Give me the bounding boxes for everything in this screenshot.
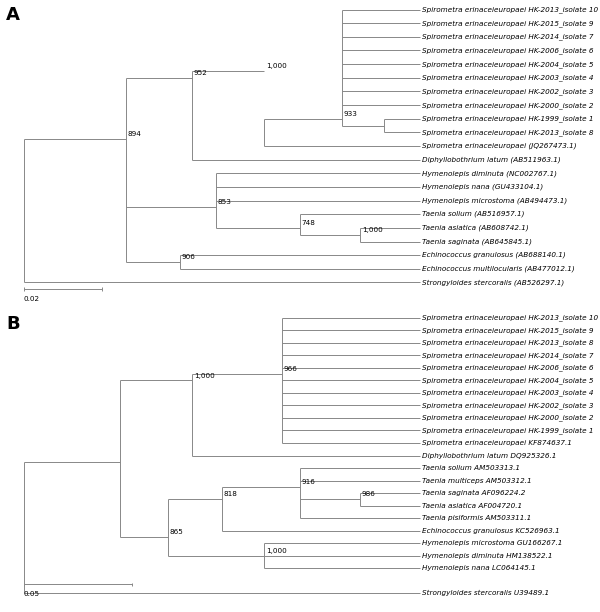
Text: Taenia solium AM503313.1: Taenia solium AM503313.1: [422, 465, 520, 471]
Text: 865: 865: [170, 529, 184, 535]
Text: Spirometra erinaceieuropaei HK-2006_isolate 6: Spirometra erinaceieuropaei HK-2006_isol…: [422, 365, 593, 371]
Text: 986: 986: [362, 491, 376, 498]
Text: Echinococcus multilocularis (AB477012.1): Echinococcus multilocularis (AB477012.1): [422, 266, 575, 272]
Text: Taenia saginata (AB645845.1): Taenia saginata (AB645845.1): [422, 238, 532, 245]
Text: 1,000: 1,000: [194, 373, 215, 379]
Text: Taenia saginata AF096224.2: Taenia saginata AF096224.2: [422, 490, 525, 496]
Text: A: A: [6, 6, 20, 24]
Text: Taenia asiatica AF004720.1: Taenia asiatica AF004720.1: [422, 502, 522, 509]
Text: 966: 966: [284, 366, 298, 372]
Text: Echinococcus granulosus KC526963.1: Echinococcus granulosus KC526963.1: [422, 528, 559, 534]
Text: Hymenolepis diminuta (NC002767.1): Hymenolepis diminuta (NC002767.1): [422, 170, 557, 177]
Text: Spirometra erinaceieuropaei HK-2004_isolate 5: Spirometra erinaceieuropaei HK-2004_isol…: [422, 377, 593, 384]
Text: Taenia solium (AB516957.1): Taenia solium (AB516957.1): [422, 211, 524, 217]
Text: Spirometra erinaceieuropaei KF874637.1: Spirometra erinaceieuropaei KF874637.1: [422, 440, 572, 446]
Text: Spirometra erinaceieuropaei HK-2013_isolate 10: Spirometra erinaceieuropaei HK-2013_isol…: [422, 6, 598, 13]
Text: 0.02: 0.02: [24, 296, 40, 302]
Text: 1,000: 1,000: [266, 548, 287, 554]
Text: 748: 748: [302, 220, 316, 226]
Text: 906: 906: [182, 254, 196, 260]
Text: Hymenolepis microstoma GU166267.1: Hymenolepis microstoma GU166267.1: [422, 540, 562, 546]
Text: Diphyllobothrium latum DQ925326.1: Diphyllobothrium latum DQ925326.1: [422, 452, 556, 458]
Text: Diphyllobothrium latum (AB511963.1): Diphyllobothrium latum (AB511963.1): [422, 156, 560, 163]
Text: Spirometra erinaceieuropaei HK-2000_isolate 2: Spirometra erinaceieuropaei HK-2000_isol…: [422, 102, 593, 108]
Text: Spirometra erinaceieuropaei HK-2000_isolate 2: Spirometra erinaceieuropaei HK-2000_isol…: [422, 414, 593, 422]
Text: Spirometra erinaceieuropaei HK-2015_isolate 9: Spirometra erinaceieuropaei HK-2015_isol…: [422, 20, 593, 27]
Text: Hymenolepis nana (GU433104.1): Hymenolepis nana (GU433104.1): [422, 184, 543, 190]
Text: Spirometra erinaceieuropaei HK-1999_isolate 1: Spirometra erinaceieuropaei HK-1999_isol…: [422, 427, 593, 434]
Text: Strongyloides stercoralis U39489.1: Strongyloides stercoralis U39489.1: [422, 590, 549, 596]
Text: Spirometra erinaceieuropaei HK-2003_isolate 4: Spirometra erinaceieuropaei HK-2003_isol…: [422, 74, 593, 81]
Text: Spirometra erinaceieuropaei HK-2013_isolate 8: Spirometra erinaceieuropaei HK-2013_isol…: [422, 129, 593, 136]
Text: Spirometra erinaceieuropaei HK-2014_isolate 7: Spirometra erinaceieuropaei HK-2014_isol…: [422, 34, 593, 40]
Text: 0.05: 0.05: [24, 591, 40, 597]
Text: Spirometra erinaceieuropaei HK-2002_isolate 3: Spirometra erinaceieuropaei HK-2002_isol…: [422, 402, 593, 409]
Text: Taenia multiceps AM503312.1: Taenia multiceps AM503312.1: [422, 477, 532, 483]
Text: Hymenolepis nana LC064145.1: Hymenolepis nana LC064145.1: [422, 565, 536, 571]
Text: Spirometra erinaceieuropaei HK-2015_isolate 9: Spirometra erinaceieuropaei HK-2015_isol…: [422, 327, 593, 334]
Text: Spirometra erinaceieuropaei HK-2004_isolate 5: Spirometra erinaceieuropaei HK-2004_isol…: [422, 61, 593, 67]
Text: Taenia pisiformis AM503311.1: Taenia pisiformis AM503311.1: [422, 515, 531, 521]
Text: 818: 818: [224, 491, 238, 498]
Text: Spirometra erinaceieuropaei HK-2013_isolate 8: Spirometra erinaceieuropaei HK-2013_isol…: [422, 340, 593, 346]
Text: Spirometra erinaceieuropaei HK-2006_isolate 6: Spirometra erinaceieuropaei HK-2006_isol…: [422, 47, 593, 54]
Text: 1,000: 1,000: [362, 226, 383, 233]
Text: 952: 952: [194, 70, 208, 76]
Text: 933: 933: [344, 111, 358, 117]
Text: Hymenolepis diminuta HM138522.1: Hymenolepis diminuta HM138522.1: [422, 553, 552, 559]
Text: Taenia asiatica (AB608742.1): Taenia asiatica (AB608742.1): [422, 225, 529, 231]
Text: Spirometra erinaceieuropaei (JQ267473.1): Spirometra erinaceieuropaei (JQ267473.1): [422, 143, 577, 149]
Text: Spirometra erinaceieuropaei HK-2002_isolate 3: Spirometra erinaceieuropaei HK-2002_isol…: [422, 88, 593, 95]
Text: Strongyloides stercoralis (AB526297.1): Strongyloides stercoralis (AB526297.1): [422, 279, 564, 286]
Text: 894: 894: [128, 131, 142, 137]
Text: Spirometra erinaceieuropaei HK-2003_isolate 4: Spirometra erinaceieuropaei HK-2003_isol…: [422, 389, 593, 397]
Text: 916: 916: [302, 479, 316, 485]
Text: Spirometra erinaceieuropaei HK-2013_isolate 10: Spirometra erinaceieuropaei HK-2013_isol…: [422, 315, 598, 321]
Text: 853: 853: [218, 200, 232, 206]
Text: Spirometra erinaceieuropaei HK-1999_isolate 1: Spirometra erinaceieuropaei HK-1999_isol…: [422, 115, 593, 122]
Text: Echinococcus granulosus (AB688140.1): Echinococcus granulosus (AB688140.1): [422, 252, 566, 258]
Text: Spirometra erinaceieuropaei HK-2014_isolate 7: Spirometra erinaceieuropaei HK-2014_isol…: [422, 352, 593, 359]
Text: 1,000: 1,000: [266, 63, 287, 69]
Text: B: B: [6, 315, 20, 333]
Text: Hymenolepis microstoma (AB494473.1): Hymenolepis microstoma (AB494473.1): [422, 197, 567, 204]
